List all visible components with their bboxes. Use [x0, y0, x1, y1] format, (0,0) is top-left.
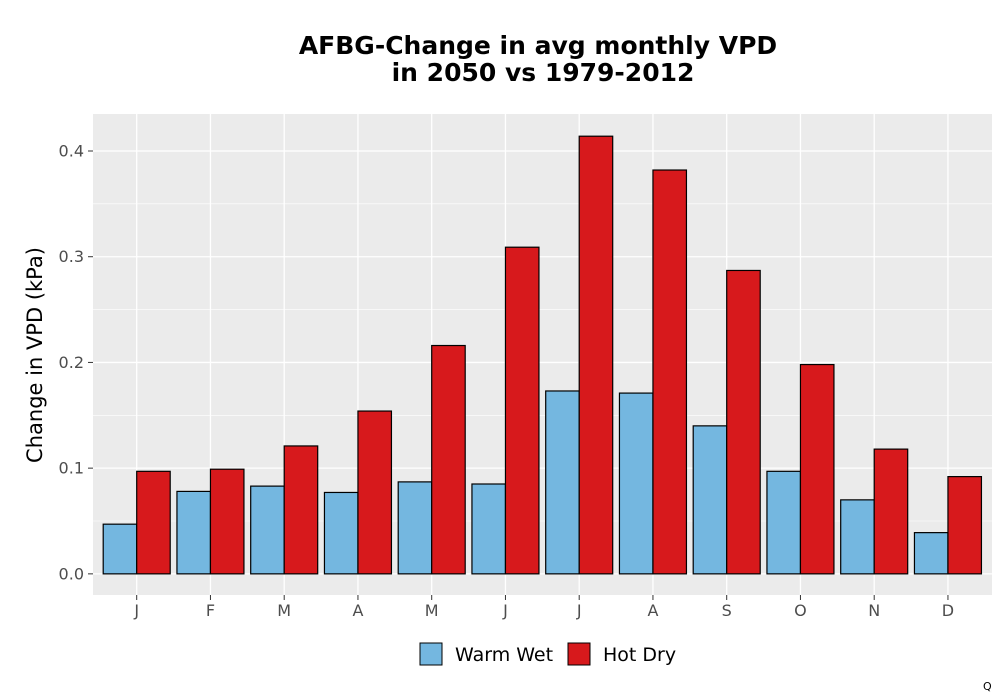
x-tick-label: D — [942, 601, 954, 620]
y-tick-label: 0.4 — [59, 142, 84, 161]
x-tick-label: O — [794, 601, 807, 620]
bar-warm-wet — [323, 491, 359, 575]
x-tick-label: M — [277, 601, 291, 620]
y-axis-ticks: 0.0 0.1 0.2 0.3 0.4 — [59, 142, 93, 583]
x-tick-label: F — [206, 601, 215, 620]
x-tick-label: A — [352, 601, 363, 620]
x-tick-label: J — [502, 601, 508, 620]
bar-warm-wet — [618, 392, 654, 575]
x-tick-label: A — [647, 601, 658, 620]
bar-hot-dry — [873, 448, 909, 575]
bar-warm-wet — [397, 481, 433, 575]
bar-warm-wet — [913, 532, 949, 575]
bar-warm-wet — [766, 470, 802, 575]
bars — [102, 135, 983, 575]
bar-warm-wet — [692, 425, 728, 575]
bar-hot-dry — [431, 344, 466, 575]
y-tick-label: 0.1 — [59, 459, 84, 478]
x-tick-label: N — [868, 601, 880, 620]
bar-warm-wet — [471, 483, 507, 575]
chart-title-line-2: in 2050 vs 1979-2012 — [392, 58, 695, 87]
bar-hot-dry — [947, 476, 983, 575]
bar-hot-dry — [283, 445, 319, 575]
x-tick-label: J — [133, 601, 139, 620]
legend-label-warm-wet: Warm Wet — [455, 644, 553, 666]
legend-key-warm-wet — [419, 642, 443, 666]
chart-title-line-1: AFBG-Change in avg monthly VPD — [299, 31, 777, 60]
bar-hot-dry — [136, 470, 171, 575]
bar-hot-dry — [726, 269, 761, 575]
x-tick-label: S — [722, 601, 732, 620]
legend-key-hot-dry — [567, 642, 591, 666]
bar-hot-dry — [504, 246, 540, 575]
legend: Warm Wet Hot Dry — [419, 642, 676, 666]
y-tick-label: 0.3 — [59, 247, 84, 266]
bar-warm-wet — [102, 523, 138, 575]
bar-warm-wet — [840, 499, 875, 575]
x-tick-label: M — [425, 601, 439, 620]
corner-mark: Q — [983, 680, 992, 693]
y-tick-label: 0.2 — [59, 353, 84, 372]
bar-hot-dry — [652, 169, 688, 575]
y-tick-label: 0.0 — [59, 564, 84, 583]
legend-label-hot-dry: Hot Dry — [603, 644, 676, 666]
bar-hot-dry — [799, 363, 835, 575]
x-tick-label: J — [576, 601, 582, 620]
bar-warm-wet — [250, 485, 285, 575]
bar-hot-dry — [357, 410, 393, 575]
bar-warm-wet — [545, 390, 580, 575]
bar-warm-wet — [176, 490, 212, 575]
bar-hot-dry — [578, 135, 614, 575]
bar-hot-dry — [209, 468, 245, 575]
y-axis-label: Change in VPD (kPa) — [23, 247, 47, 463]
